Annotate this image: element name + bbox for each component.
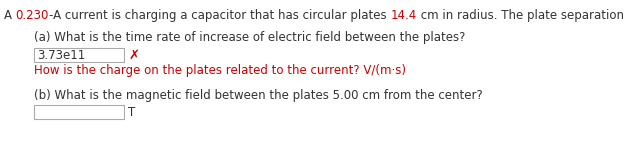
Text: -A current is charging a capacitor that has circular plates: -A current is charging a capacitor that … bbox=[49, 9, 391, 22]
Text: 0.230: 0.230 bbox=[16, 9, 49, 22]
Text: ✗: ✗ bbox=[129, 49, 140, 62]
Text: T: T bbox=[129, 106, 135, 119]
Text: (b) What is the magnetic field between the plates 5.00 cm from the center?: (b) What is the magnetic field between t… bbox=[34, 89, 483, 102]
Text: A: A bbox=[4, 9, 16, 22]
Text: 14.4: 14.4 bbox=[391, 9, 417, 22]
Text: (a) What is the time rate of increase of electric field between the plates?: (a) What is the time rate of increase of… bbox=[34, 31, 466, 44]
Text: How is the charge on the plates related to the current? V/(m·s): How is the charge on the plates related … bbox=[34, 64, 406, 77]
Bar bbox=[34, 48, 125, 62]
Bar bbox=[34, 105, 125, 119]
Text: 3.73e11: 3.73e11 bbox=[38, 49, 86, 62]
Text: cm in radius. The plate separation is 4.00 mm.: cm in radius. The plate separation is 4.… bbox=[417, 9, 627, 22]
